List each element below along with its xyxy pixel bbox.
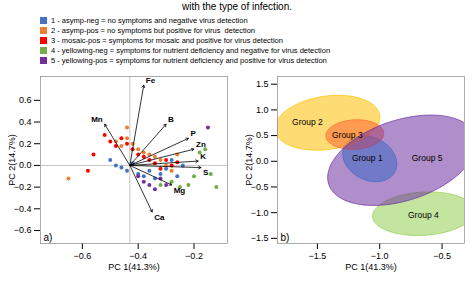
svg-text:Group 5: Group 5 bbox=[412, 153, 443, 163]
svg-text:−0.5: −0.5 bbox=[433, 251, 451, 261]
html-text:with the type of infection.: with the type of infection. bbox=[182, 1, 292, 12]
svg-text:1.5: 1.5 bbox=[256, 79, 269, 89]
svg-text:−1.0: −1.0 bbox=[371, 251, 389, 261]
svg-text:−0.2: −0.2 bbox=[13, 182, 32, 192]
svg-text:−0.4: −0.4 bbox=[129, 251, 147, 261]
svg-text:Mn: Mn bbox=[91, 115, 103, 124]
html-text:4 - yellowing-neg = symptoms f: 4 - yellowing-neg = symptoms for nutrien… bbox=[51, 46, 331, 55]
svg-text:−0.4: −0.4 bbox=[14, 204, 32, 214]
svg-text:Fe: Fe bbox=[146, 76, 156, 85]
svg-text:Ca: Ca bbox=[154, 213, 165, 222]
html-text:1 - asymp-neg = no symptoms an: 1 - asymp-neg = no symptoms and negative… bbox=[51, 16, 248, 25]
svg-text:P: P bbox=[190, 129, 196, 138]
svg-text:0.4: 0.4 bbox=[19, 117, 32, 127]
svg-text:B: B bbox=[168, 115, 174, 124]
html-text:5 - yellowing-pos = symptoms f: 5 - yellowing-pos = symptoms for nutrien… bbox=[51, 56, 327, 65]
svg-text:PC 1(41.3%): PC 1(41.3%) bbox=[108, 262, 160, 272]
svg-text:Group 2: Group 2 bbox=[292, 117, 323, 127]
svg-text:Group 3: Group 3 bbox=[332, 130, 363, 140]
svg-text:Group 1: Group 1 bbox=[352, 153, 383, 163]
svg-text:0.5: 0.5 bbox=[256, 130, 269, 140]
svg-text:−1.5: −1.5 bbox=[251, 233, 269, 243]
svg-text:−1.5: −1.5 bbox=[309, 251, 327, 261]
svg-text:K: K bbox=[200, 152, 206, 161]
svg-text:0.6: 0.6 bbox=[19, 95, 32, 105]
svg-text:−0.6: −0.6 bbox=[73, 251, 91, 261]
svg-text:Zn: Zn bbox=[196, 140, 206, 149]
svg-text:−0.5: −0.5 bbox=[250, 181, 269, 192]
svg-text:Group 4: Group 4 bbox=[408, 210, 439, 220]
svg-text:−0.2: −0.2 bbox=[185, 251, 203, 261]
svg-text:0.0: 0.0 bbox=[19, 160, 32, 170]
svg-text:0.2: 0.2 bbox=[19, 139, 32, 149]
svg-text:a): a) bbox=[44, 232, 53, 243]
svg-text:0.0: 0.0 bbox=[256, 156, 269, 166]
svg-text:b): b) bbox=[281, 232, 290, 243]
svg-text:S: S bbox=[203, 168, 209, 177]
svg-text:Mg: Mg bbox=[174, 186, 186, 195]
svg-text:PC 2(14.7%): PC 2(14.7%) bbox=[7, 134, 17, 186]
html-text:2 - asymp-pos = no symptoms bu: 2 - asymp-pos = no symptoms but positive… bbox=[51, 26, 255, 35]
svg-text:−0.6: −0.6 bbox=[14, 225, 32, 235]
svg-text:PC 1(41.3%): PC 1(41.3%) bbox=[345, 262, 397, 272]
html-text:3 - mosaic-pos = symptoms for: 3 - mosaic-pos = symptoms for mosaic and… bbox=[51, 36, 283, 45]
svg-text:PC 2(14.7%): PC 2(14.7%) bbox=[244, 134, 254, 186]
svg-text:−1.0: −1.0 bbox=[251, 208, 269, 218]
svg-text:1.0: 1.0 bbox=[256, 105, 269, 115]
